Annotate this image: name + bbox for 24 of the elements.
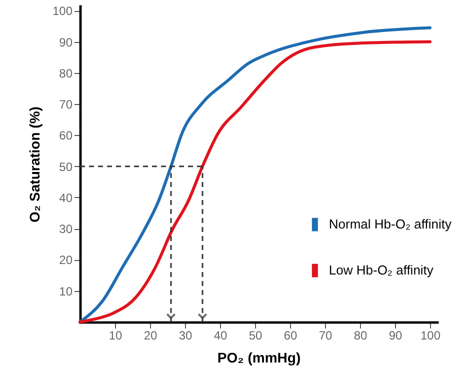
x-tick-label: 40 [214, 328, 228, 342]
y-tick-label: 10 [59, 284, 73, 298]
x-tick-label: 10 [108, 328, 122, 342]
y-tick-label: 40 [59, 190, 73, 205]
legend-label: Normal Hb-O₂ affinity [328, 216, 452, 232]
x-tick-label: 60 [284, 328, 298, 342]
x-tick-label: 90 [388, 328, 402, 342]
y-tick-label: 30 [59, 222, 73, 236]
x-tick-label: 70 [318, 328, 332, 342]
y-tick-label: 60 [59, 128, 73, 143]
y-tick-label: 20 [59, 253, 73, 268]
y-tick-label: 80 [59, 66, 73, 80]
y-tick-label: 70 [59, 98, 73, 112]
x-tick-label: 80 [354, 328, 368, 342]
y-axis-title: O₂ Saturation (%) [26, 106, 42, 222]
legend-label: Low Hb-O₂ affinity [328, 262, 434, 278]
x-tick-label: 30 [178, 328, 192, 342]
y-tick-label: 50 [59, 160, 73, 174]
y-tick-label: 90 [59, 35, 73, 50]
x-axis-title: PO₂ (mmHg) [217, 350, 301, 366]
y-tick-label: 100 [52, 4, 73, 18]
x-tick-label: 20 [144, 328, 158, 342]
x-tick-label: 50 [248, 328, 262, 342]
x-tick-label: 100 [420, 328, 441, 342]
